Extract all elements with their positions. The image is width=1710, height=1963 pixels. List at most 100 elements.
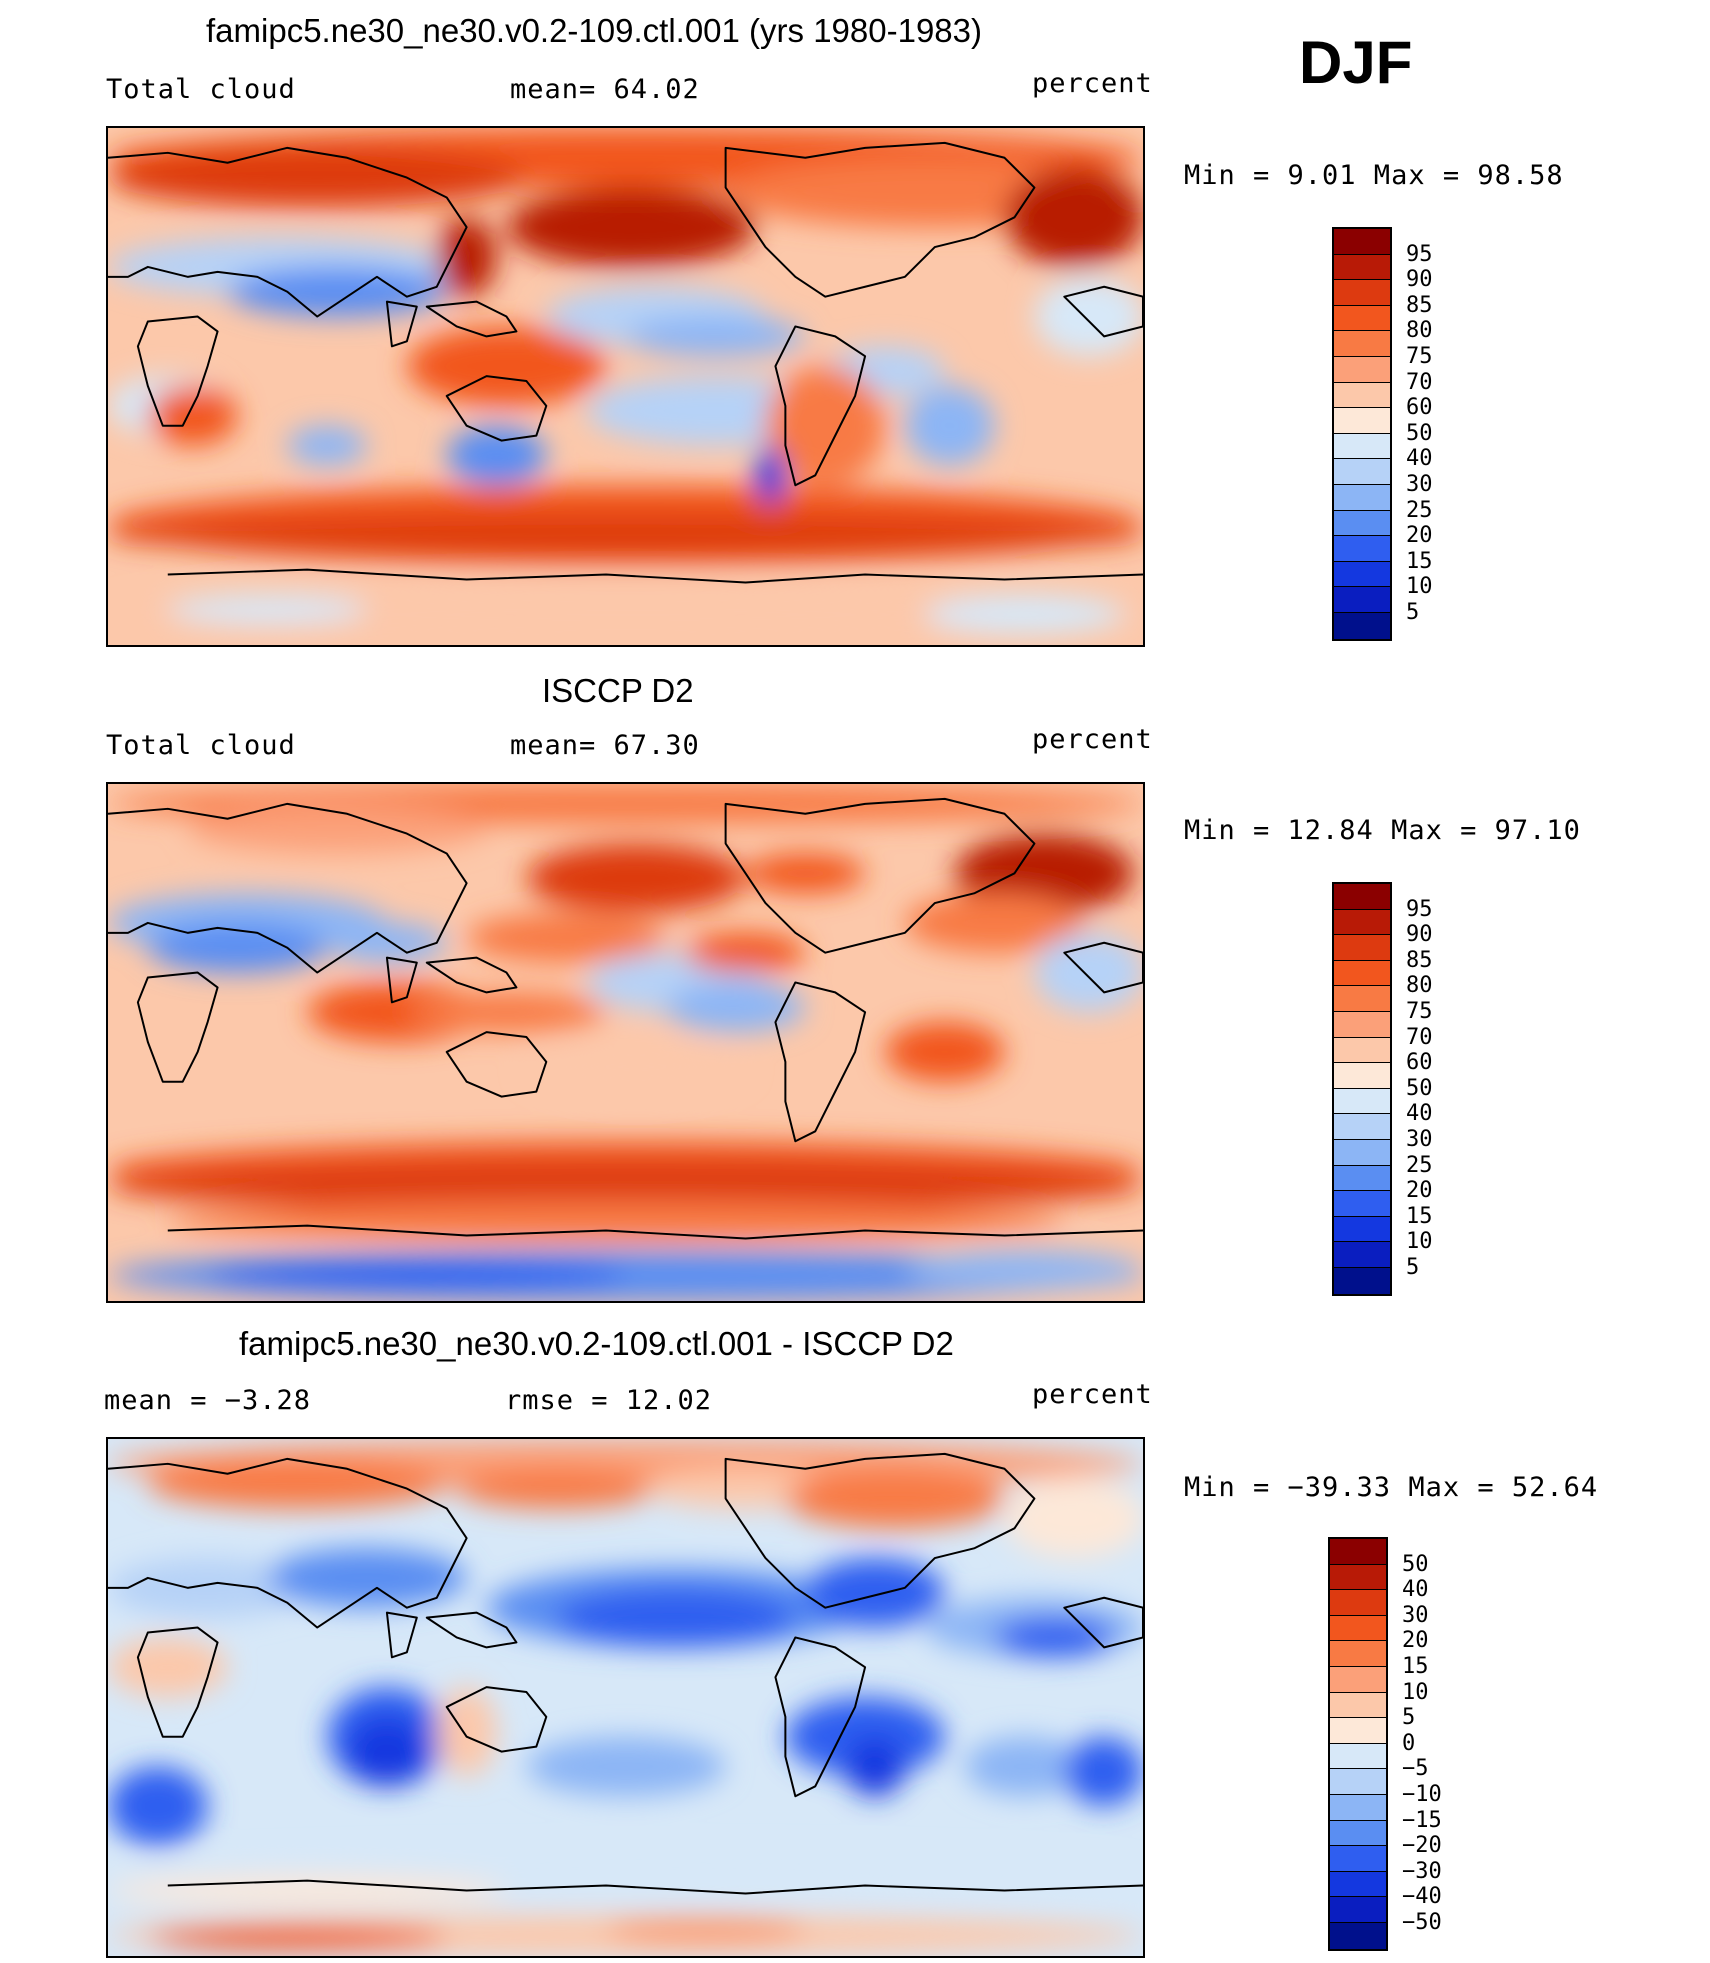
contour-region <box>625 316 806 357</box>
colorbar-swatch <box>1330 1718 1386 1744</box>
colorbar-label: 25 <box>1406 1152 1433 1178</box>
colorbar-label: 50 <box>1406 420 1433 446</box>
panel2-variable-label: Total cloud <box>106 730 296 761</box>
contour-region <box>167 1200 1065 1241</box>
contour-region <box>267 1548 467 1608</box>
colorbar-swatch <box>1334 536 1390 562</box>
colorbar-label: 80 <box>1406 973 1433 999</box>
panel1-title: famipc5.ne30_ne30.v0.2-109.ctl.001 (yrs … <box>206 12 982 49</box>
contour-region <box>685 932 806 973</box>
colorbar-label: 15 <box>1402 1654 1429 1679</box>
contour-region <box>108 1558 308 1618</box>
colorbar-swatch <box>1334 909 1390 936</box>
panel2-mean-label: mean= 67.30 <box>510 730 700 761</box>
colorbar-label: −40 <box>1402 1884 1442 1910</box>
colorbar-swatch <box>1334 1191 1390 1217</box>
contour-region <box>456 1468 656 1509</box>
colorbar-swatch <box>1334 1011 1390 1038</box>
coastline <box>136 971 219 1083</box>
contour-region <box>108 584 1143 645</box>
colorbar-swatch <box>1334 408 1390 434</box>
colorbar-label: 20 <box>1406 1178 1433 1204</box>
colorbar-label: 5 <box>1406 1255 1420 1280</box>
contour-region <box>994 1617 1115 1658</box>
coastline <box>1063 1596 1143 1649</box>
contour-region <box>845 1736 905 1797</box>
panel1-units-label: percent <box>1032 68 1153 99</box>
coastline <box>774 325 867 487</box>
contour-region <box>606 1915 806 1946</box>
coastline <box>108 802 468 974</box>
panel1-mean-label: mean= 64.02 <box>510 74 700 105</box>
contour-region <box>147 1458 447 1509</box>
colorbar-swatch <box>1334 986 1390 1012</box>
colorbar-label: 25 <box>1406 497 1433 523</box>
colorbar-label: 40 <box>1406 446 1433 472</box>
contour-region <box>436 1687 497 1777</box>
coastline <box>724 1452 1036 1609</box>
colorbar-swatch <box>1330 1897 1386 1923</box>
panel2-map-svg <box>108 784 1143 1301</box>
coastline <box>445 375 548 442</box>
panel3-map-svg <box>108 1439 1143 1956</box>
panel3-minmax: Min = −39.33 Max = 52.64 <box>1184 1472 1599 1503</box>
colorbar-label: 10 <box>1406 1229 1433 1255</box>
contour-region <box>108 1875 507 1906</box>
colorbar-label: −20 <box>1402 1833 1442 1859</box>
contour-region <box>466 913 666 963</box>
panel1-colorbar <box>1332 227 1392 641</box>
coastline <box>108 146 468 318</box>
contour-region <box>227 266 447 317</box>
contour-region <box>924 594 1125 635</box>
contour-region <box>436 217 497 297</box>
colorbar-label: 5 <box>1402 1705 1416 1731</box>
contour-region <box>755 445 786 506</box>
coastline <box>445 1686 548 1753</box>
colorbar-swatch <box>1334 1088 1390 1115</box>
panel1-variable-label: Total cloud <box>106 74 296 105</box>
colorbar-label: 20 <box>1406 523 1433 549</box>
colorbar-swatch <box>1330 1871 1386 1898</box>
coastline <box>445 1031 548 1098</box>
colorbar-label: 70 <box>1406 369 1433 395</box>
colorbar-label: 70 <box>1406 1024 1433 1050</box>
coastline <box>425 300 518 338</box>
colorbar-label: −30 <box>1402 1858 1442 1884</box>
contour-region <box>526 1042 746 1092</box>
colorbar-swatch <box>1330 1615 1386 1642</box>
coastline <box>167 568 1143 584</box>
contour-region <box>954 833 1135 914</box>
contour-region <box>1034 276 1143 357</box>
contour-region <box>147 386 238 446</box>
colorbar-swatch <box>1330 1539 1386 1565</box>
panel3-map <box>106 1437 1145 1958</box>
contour-region <box>1004 1478 1143 1559</box>
colorbar-swatch <box>1334 587 1390 613</box>
colorbar-label: 80 <box>1406 318 1433 344</box>
colorbar-swatch <box>1334 1063 1390 1089</box>
colorbar-swatch <box>1334 254 1390 281</box>
coastline <box>774 981 867 1143</box>
colorbar-swatch <box>1334 1267 1390 1294</box>
panel2-minmax: Min = 12.84 Max = 97.10 <box>1184 815 1581 846</box>
contour-region <box>187 803 487 854</box>
contour-region <box>785 1697 945 1777</box>
colorbar-swatch <box>1330 1846 1386 1872</box>
contour-region <box>108 1161 1143 1211</box>
coastline <box>1063 941 1143 994</box>
contour-region <box>904 1250 1143 1291</box>
colorbar-label: −5 <box>1402 1756 1429 1782</box>
colorbar-label: 85 <box>1406 947 1433 973</box>
colorbar-label: 50 <box>1402 1551 1429 1577</box>
colorbar-label: −10 <box>1402 1782 1442 1807</box>
contour-region <box>108 1637 228 1698</box>
coastline <box>136 1626 219 1738</box>
panel2-colorbar <box>1332 882 1392 1296</box>
colorbar-swatch <box>1334 1037 1390 1064</box>
colorbar-label: 90 <box>1406 922 1433 948</box>
colorbar-swatch <box>1334 561 1390 588</box>
panel2-units-label: percent <box>1032 724 1153 755</box>
colorbar-swatch <box>1330 1743 1386 1770</box>
colorbar-label: 95 <box>1406 896 1433 922</box>
contour-region <box>904 893 1085 953</box>
